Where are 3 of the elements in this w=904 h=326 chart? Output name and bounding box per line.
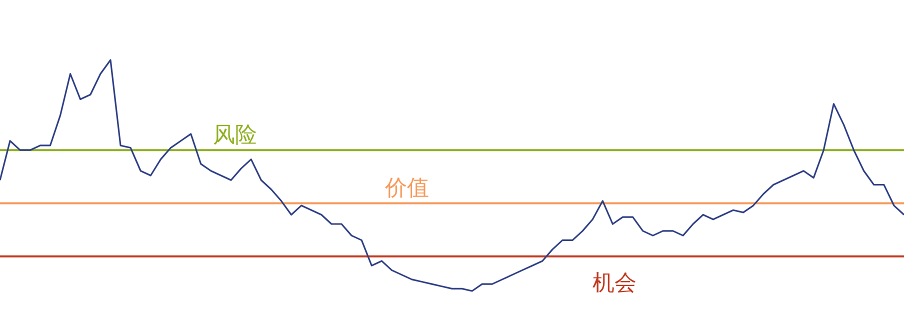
ref-line-label: 机会 [592,271,637,296]
ref-line-label: 风险 [213,122,258,148]
ref-line-label: 价值 [384,176,429,201]
